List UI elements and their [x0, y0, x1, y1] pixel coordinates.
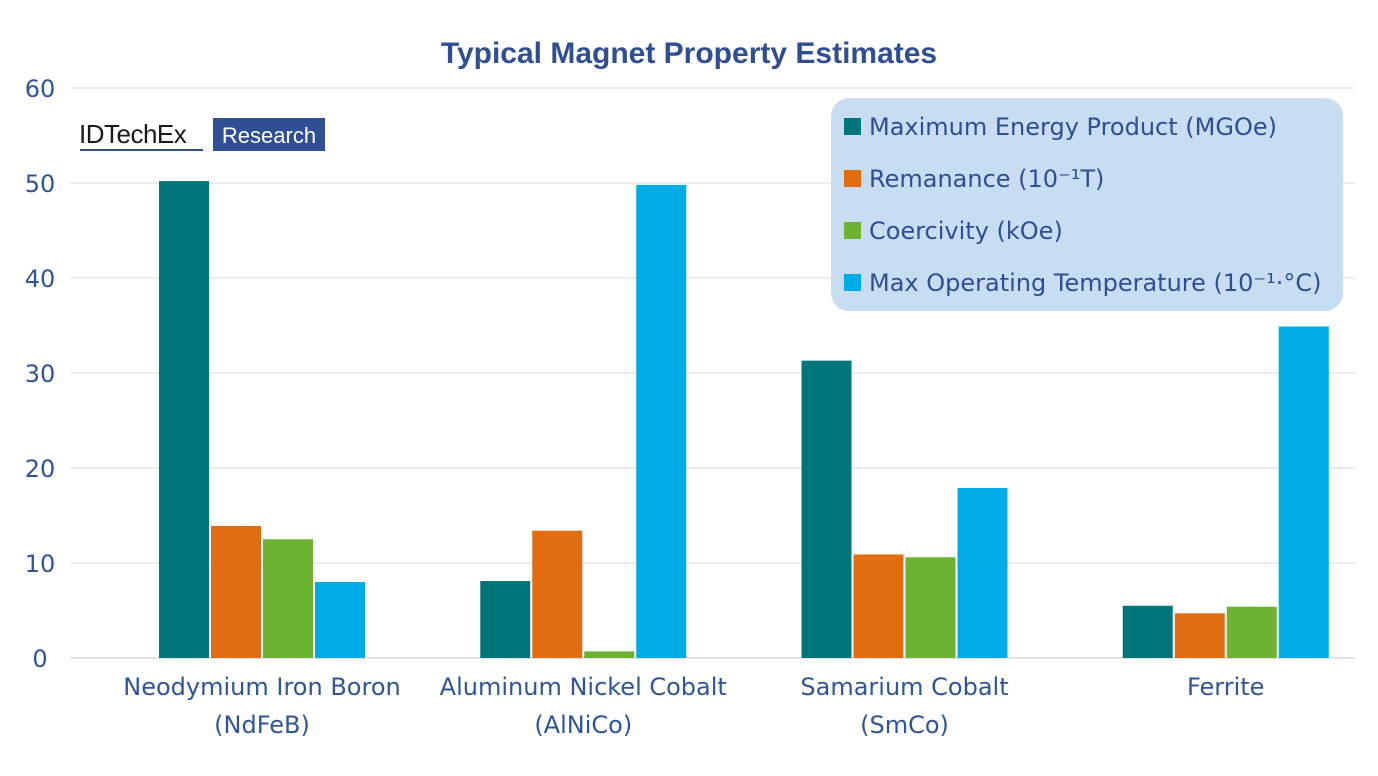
legend-swatch: [844, 222, 861, 239]
x-axis-categories: Neodymium Iron Boron (NdFeB) Aluminum Nick…: [123, 673, 1264, 739]
x-category-label: Neodymium Iron Boron: [123, 673, 400, 701]
y-tick-label: 30: [25, 360, 56, 388]
legend-label: Remanance (10⁻¹T): [869, 165, 1104, 193]
logo-badge-bg: [213, 118, 325, 151]
bar: [315, 582, 365, 658]
x-category-label: (SmCo): [860, 711, 949, 739]
y-tick-label: 0: [32, 645, 47, 673]
logo-badge: Research: [222, 123, 316, 148]
bar: [1174, 613, 1225, 658]
bar: [957, 487, 1008, 658]
legend-swatch: [844, 274, 861, 291]
y-tick-label: 10: [25, 550, 56, 578]
bar: [532, 530, 583, 658]
x-category-label: (AlNiCo): [534, 711, 632, 739]
y-tick-label: 20: [25, 455, 56, 483]
bar: [1226, 606, 1277, 658]
y-tick-label: 50: [25, 170, 56, 198]
bar: [159, 181, 209, 658]
y-tick-label: 40: [25, 265, 56, 293]
legend-label: Max Operating Temperature (10⁻¹·°C): [869, 269, 1321, 297]
bar: [480, 581, 531, 658]
bar: [1278, 326, 1329, 658]
y-tick-label: 60: [25, 75, 56, 103]
bar: [1122, 605, 1173, 658]
x-category-label: Aluminum Nickel Cobalt: [440, 673, 727, 701]
bar: [853, 554, 904, 658]
bars: [159, 181, 1329, 658]
bar: [263, 539, 313, 658]
x-category-label: (NdFeB): [214, 711, 310, 739]
legend-label: Coercivity (kOe): [869, 217, 1063, 245]
x-category-label: Ferrite: [1187, 673, 1264, 701]
bar: [636, 184, 687, 658]
idtechex-logo: IDTechEx Research: [79, 118, 325, 151]
x-category-label: Samarium Cobalt: [800, 673, 1008, 701]
legend-background: [831, 98, 1343, 311]
y-axis-ticks: 0 10 20 30 40 50 60: [25, 75, 56, 673]
bar: [905, 557, 956, 658]
bar: [211, 525, 261, 658]
chart-title: Typical Magnet Property Estimates: [441, 37, 937, 70]
bar: [801, 360, 852, 658]
logo-brand: IDTechEx: [79, 119, 187, 149]
legend-swatch: [844, 118, 861, 135]
bar: [584, 651, 635, 658]
legend-swatch: [844, 170, 861, 187]
legend: Maximum Energy Product (MGOe) Remanance (…: [831, 98, 1343, 311]
legend-label: Maximum Energy Product (MGOe): [869, 113, 1277, 141]
